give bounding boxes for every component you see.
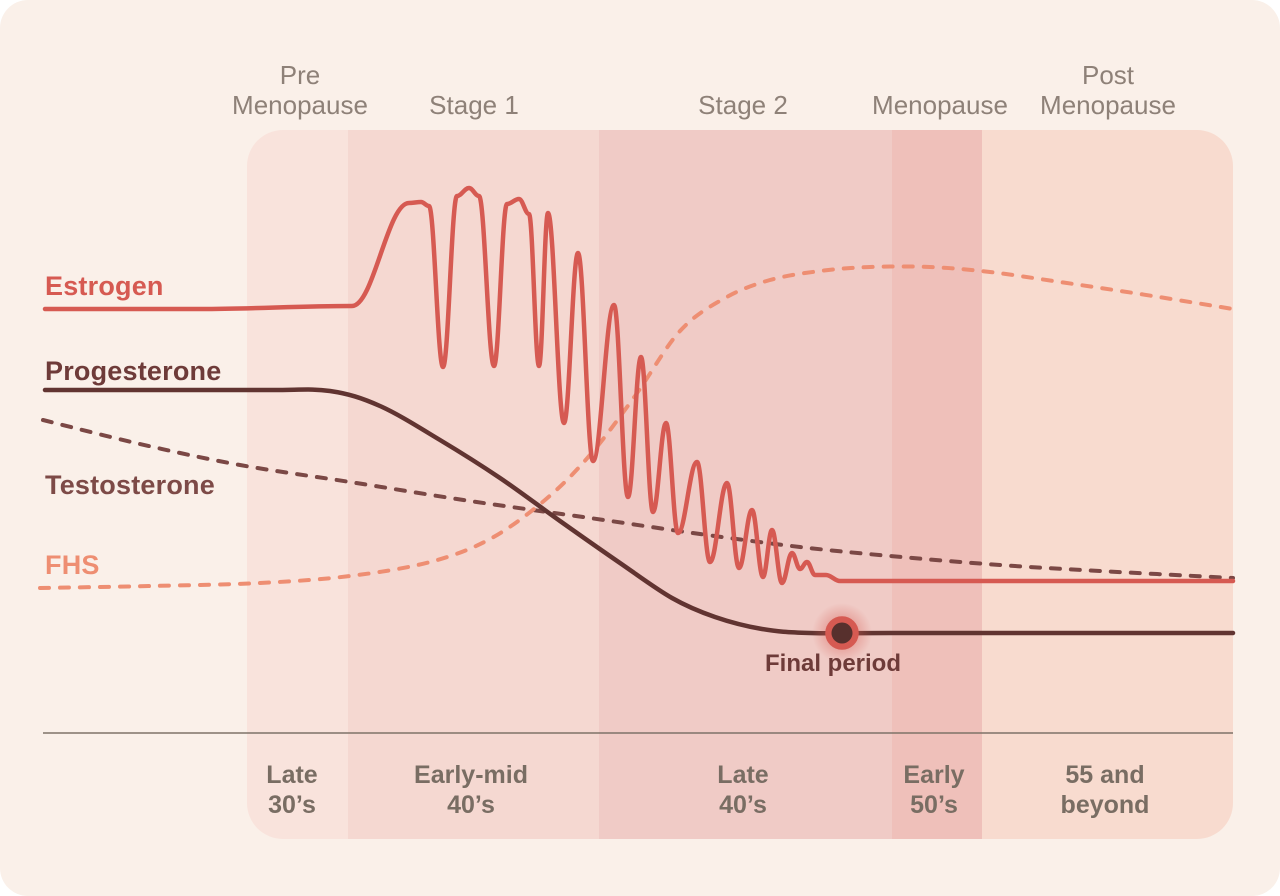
series-label-fhs: FHS: [45, 550, 100, 580]
stage-label-menopause: Menopause: [872, 90, 1008, 120]
age-label-55-beyond: 55 and beyond: [1060, 761, 1150, 819]
age-label-late-40s: Late 40’s: [717, 761, 769, 819]
stage-label-post-menopause: Post Menopause: [1040, 60, 1176, 120]
curve-fhs: [38, 264, 1235, 590]
band-stage-1: [348, 130, 599, 839]
final-period-marker: [812, 603, 872, 663]
age-label-early-50s: Early 50’s: [903, 761, 965, 819]
final-period-label: Final period: [764, 650, 902, 677]
series-label-progesterone: Progesterone: [45, 356, 222, 386]
band-pre-menopause: [247, 130, 348, 839]
band-menopause: [892, 130, 982, 839]
stage-label-pre-menopause: Pre Menopause: [232, 60, 368, 120]
series-label-estrogen: Estrogen: [45, 271, 164, 301]
final-period-dot: [831, 622, 853, 644]
stage-bands: [247, 130, 1233, 839]
curve-estrogen: [42, 185, 1236, 586]
curve-progesterone: [42, 387, 1236, 636]
age-label-early-mid-40s: Early-mid 40’s: [414, 761, 528, 819]
stage-label-stage-2: Stage 2: [698, 90, 788, 120]
curve-testosterone: [41, 418, 1235, 580]
series-curves: [38, 185, 1236, 636]
band-post-menopause: [982, 130, 1233, 839]
series-label-testosterone: Testosterone: [45, 470, 215, 500]
stage-label-stage-1: Stage 1: [429, 90, 519, 120]
age-label-late-30s: Late 30’s: [266, 761, 318, 819]
final-period-ring: [825, 616, 859, 650]
